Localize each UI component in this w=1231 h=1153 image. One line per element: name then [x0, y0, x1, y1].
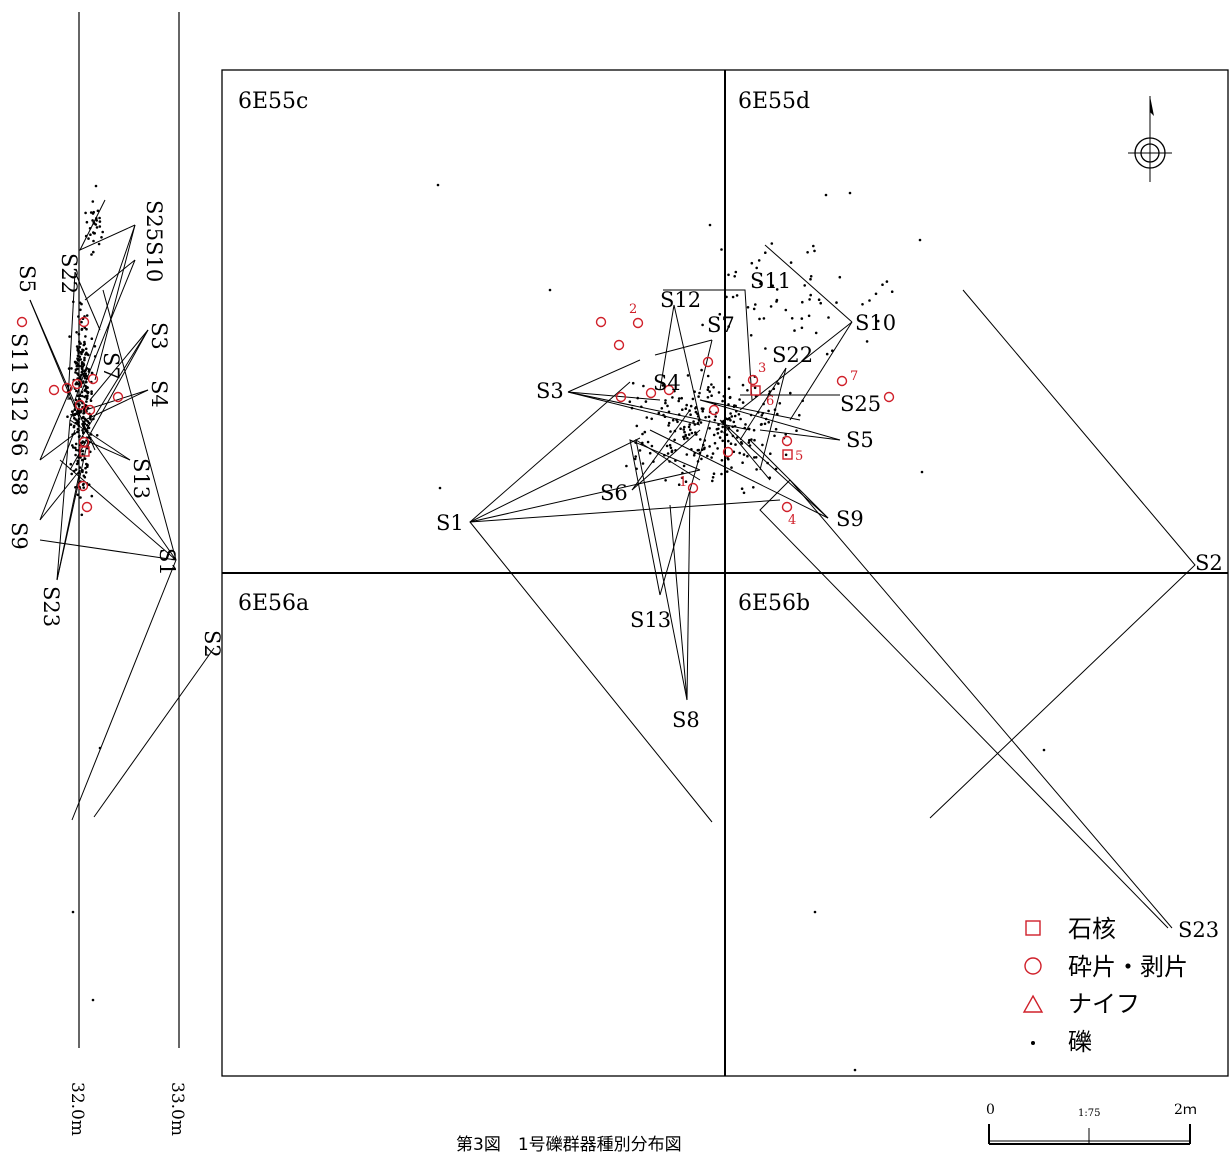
legend-triangle-icon [1022, 994, 1044, 1013]
plan-label-s7: S7 [707, 313, 735, 337]
section-label-s7: S7 [99, 352, 123, 380]
section-label-s4: S4 [147, 380, 171, 408]
section-view [78, 12, 180, 1048]
plan-label-s13: S13 [630, 608, 671, 632]
section-label-s23: S23 [39, 586, 63, 627]
refit-labels-section: S25S10 S22 S5 S3 S4 S7 S1 S2 S13 S11 S12… [7, 200, 224, 658]
pebble-dots-section [66, 184, 104, 1002]
refit-lines-plan [469, 244, 1196, 929]
plan-label-s25: S25 [840, 392, 881, 416]
plan-label-s11: S11 [750, 269, 791, 293]
section-label-s11-s12-s6: S11 S12 S6 [7, 333, 31, 456]
artifact-number-4: 4 [788, 513, 796, 528]
section-axis-left: 32.0m [67, 1082, 87, 1136]
legend-label-pebble: 礫 [1068, 1028, 1092, 1056]
section-label-s25s10: S25S10 [142, 200, 166, 282]
legend-circle-icon [1024, 957, 1042, 975]
section-label-s2: S2 [200, 630, 224, 658]
artifact-number-7: 7 [850, 369, 858, 384]
legend-label-flake: 砕片・剥片 [1068, 953, 1188, 981]
plan-frame [221, 69, 1229, 1077]
section-label-s9: S9 [7, 522, 31, 550]
refit-lines-section [29, 199, 215, 821]
artifact-number-3: 3 [758, 361, 766, 376]
section-label-s13: S13 [129, 458, 153, 499]
grid-label-6e55c: 6E55c [238, 89, 308, 114]
section-label-s8: S8 [7, 468, 31, 496]
section-axis-right: 33.0m [167, 1082, 187, 1136]
artifact-number-2: 2 [629, 302, 637, 317]
grid-label-6e56b: 6E56b [738, 591, 810, 616]
section-label-s1: S1 [155, 548, 179, 576]
plan-label-s2: S2 [1195, 551, 1223, 575]
artifact-number-6: 6 [766, 394, 774, 409]
legend-label-knife: ナイフ [1068, 990, 1140, 1018]
plan-label-s22: S22 [772, 343, 813, 367]
artifact-symbols-plan [595, 316, 895, 513]
artifact-number-5: 5 [795, 449, 803, 464]
scale-ratio: 1:75 [1078, 1108, 1100, 1119]
scale-bar: 0 1:75 2ｍ [986, 1102, 1197, 1145]
section-label-s22: S22 [57, 253, 81, 294]
plan-label-s3: S3 [536, 379, 564, 403]
plan-label-s23: S23 [1178, 918, 1219, 942]
scale-start: 0 [986, 1102, 995, 1118]
plan-label-s5: S5 [846, 428, 874, 452]
refit-labels-plan: S1 S2 S3 S4 S5 S6 S7 S8 S9 S10 S11 S12 S… [436, 269, 1223, 942]
pebble-dots-plan [436, 183, 1046, 1072]
north-arrow-icon [1128, 96, 1172, 182]
legend-square-icon [1025, 920, 1041, 936]
legend: 石核 砕片・剥片 ナイフ 礫 [1022, 915, 1188, 1056]
figure-caption: 第3図 1号礫群器種別分布図 [456, 1135, 682, 1153]
grid-label-6e55d: 6E55d [738, 89, 810, 114]
grid-label-6e56a: 6E56a [238, 591, 309, 616]
artifact-symbols-section [16, 316, 124, 513]
plan-label-s1: S1 [436, 511, 464, 535]
artifact-number-1: 1 [679, 475, 687, 490]
legend-label-core: 石核 [1068, 915, 1116, 943]
section-label-s3: S3 [147, 322, 171, 350]
plan-label-s10: S10 [855, 311, 896, 335]
plan-label-s8: S8 [672, 708, 700, 732]
plan-label-s6: S6 [600, 481, 628, 505]
plan-label-s12: S12 [660, 288, 701, 312]
plan-label-s4: S4 [653, 371, 681, 395]
legend-dot-icon [1031, 1041, 1035, 1045]
plan-label-s9: S9 [836, 507, 864, 531]
section-label-s5: S5 [15, 265, 39, 293]
artifact-numbers: 2 3 6 5 4 7 1 [629, 302, 858, 528]
scale-end: 2ｍ [1174, 1102, 1197, 1118]
